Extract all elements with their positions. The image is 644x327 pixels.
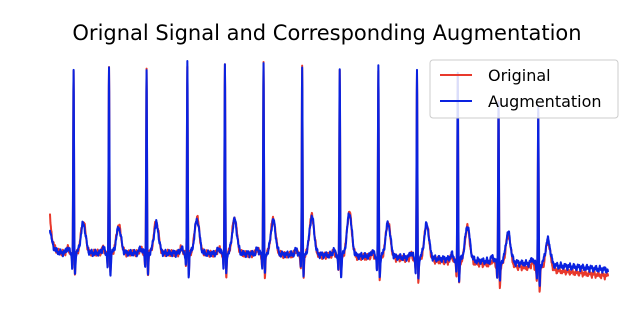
series-line-augmentation	[49, 60, 609, 287]
legend: Original Augmentation	[429, 59, 619, 119]
legend-label-augmentation: Augmentation	[488, 92, 602, 111]
legend-label-original: Original	[488, 66, 551, 85]
plot-area	[49, 60, 609, 293]
chart-title: Orignal Signal and Corresponding Augment…	[72, 21, 581, 45]
legend-frame	[429, 59, 619, 119]
